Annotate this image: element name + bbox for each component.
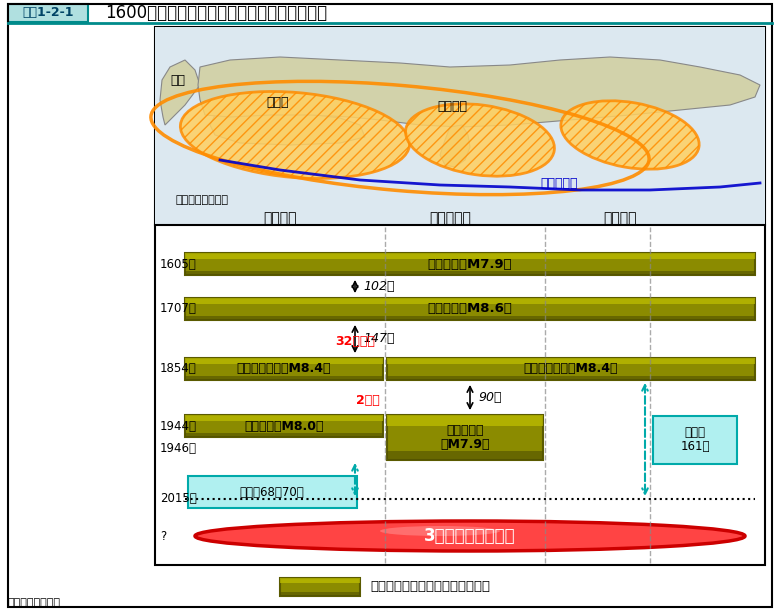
- FancyBboxPatch shape: [280, 592, 360, 596]
- Text: 現行の想定震源域: 現行の想定震源域: [175, 195, 228, 205]
- Text: 慶長地震（M7.9）: 慶長地震（M7.9）: [427, 258, 512, 271]
- FancyBboxPatch shape: [653, 416, 737, 464]
- Text: 東南海地震
（M7.9）: 東南海地震 （M7.9）: [440, 424, 490, 451]
- Text: 南海トラフ: 南海トラフ: [540, 177, 577, 190]
- FancyBboxPatch shape: [185, 415, 383, 421]
- Text: 東海地震: 東海地震: [603, 211, 636, 225]
- FancyBboxPatch shape: [185, 315, 755, 320]
- FancyBboxPatch shape: [387, 358, 755, 363]
- Text: 2015年: 2015年: [160, 493, 197, 506]
- Text: 紀伊半島: 紀伊半島: [437, 100, 467, 114]
- FancyBboxPatch shape: [8, 4, 88, 22]
- Text: 1707年: 1707年: [160, 303, 197, 315]
- FancyBboxPatch shape: [185, 376, 383, 380]
- Polygon shape: [210, 110, 365, 145]
- Ellipse shape: [406, 104, 555, 176]
- Text: 宝永地震（M8.6）: 宝永地震（M8.6）: [427, 303, 512, 315]
- Text: 安政南海地震（M8.4）: 安政南海地震（M8.4）: [237, 362, 332, 376]
- Text: ?: ?: [160, 530, 166, 542]
- FancyBboxPatch shape: [185, 432, 383, 437]
- Text: 1946年: 1946年: [160, 443, 197, 456]
- Text: 2年後: 2年後: [356, 394, 380, 407]
- Text: 3地震が連動発生？: 3地震が連動発生？: [424, 527, 516, 545]
- Ellipse shape: [195, 521, 745, 551]
- Ellipse shape: [380, 526, 500, 536]
- Ellipse shape: [180, 92, 410, 178]
- FancyBboxPatch shape: [280, 578, 360, 582]
- FancyBboxPatch shape: [185, 253, 755, 275]
- Text: 九州: 九州: [171, 74, 186, 87]
- Text: 出典：内閣府資料: 出典：内閣府資料: [8, 598, 61, 608]
- Ellipse shape: [561, 101, 699, 169]
- FancyBboxPatch shape: [185, 358, 383, 363]
- Text: 南海地震（M8.0）: 南海地震（M8.0）: [244, 419, 324, 432]
- Bar: [155, 27, 765, 225]
- FancyBboxPatch shape: [387, 376, 755, 380]
- FancyBboxPatch shape: [387, 415, 543, 426]
- FancyBboxPatch shape: [185, 415, 383, 437]
- Text: 32時間後: 32時間後: [335, 335, 375, 348]
- Text: 空白域
161年: 空白域 161年: [680, 426, 710, 453]
- FancyBboxPatch shape: [185, 271, 755, 275]
- FancyBboxPatch shape: [280, 578, 360, 596]
- Text: 破壊領域（震源域がしめる範囲）: 破壊領域（震源域がしめる範囲）: [370, 581, 490, 593]
- FancyBboxPatch shape: [387, 415, 543, 460]
- Text: 90年: 90年: [478, 391, 502, 404]
- Polygon shape: [160, 60, 200, 125]
- FancyBboxPatch shape: [387, 358, 755, 380]
- FancyBboxPatch shape: [185, 298, 755, 303]
- Polygon shape: [198, 57, 760, 127]
- Text: 1944年: 1944年: [160, 419, 197, 432]
- Text: 東南海地震: 東南海地震: [429, 211, 471, 225]
- FancyBboxPatch shape: [185, 253, 755, 258]
- FancyBboxPatch shape: [185, 358, 383, 380]
- FancyBboxPatch shape: [185, 298, 755, 320]
- Polygon shape: [440, 125, 470, 167]
- Text: 空白域68～70年: 空白域68～70年: [239, 485, 304, 499]
- Text: 四　国: 四 国: [267, 97, 289, 109]
- Text: 図表1-2-1: 図表1-2-1: [23, 7, 74, 20]
- Text: 1605年: 1605年: [160, 258, 197, 271]
- Text: 安政東海地震（M8.4）: 安政東海地震（M8.4）: [523, 362, 619, 376]
- Text: 1854年: 1854年: [160, 362, 197, 376]
- FancyBboxPatch shape: [188, 476, 357, 508]
- Text: 1600年以降に南海トラフで発生した巨大地震: 1600年以降に南海トラフで発生した巨大地震: [105, 4, 327, 22]
- Bar: [155, 225, 765, 565]
- Bar: [155, 27, 765, 225]
- Text: 147年: 147年: [363, 333, 395, 346]
- FancyBboxPatch shape: [387, 451, 543, 460]
- Text: 102年: 102年: [363, 280, 395, 293]
- Text: 南海地震: 南海地震: [264, 211, 296, 225]
